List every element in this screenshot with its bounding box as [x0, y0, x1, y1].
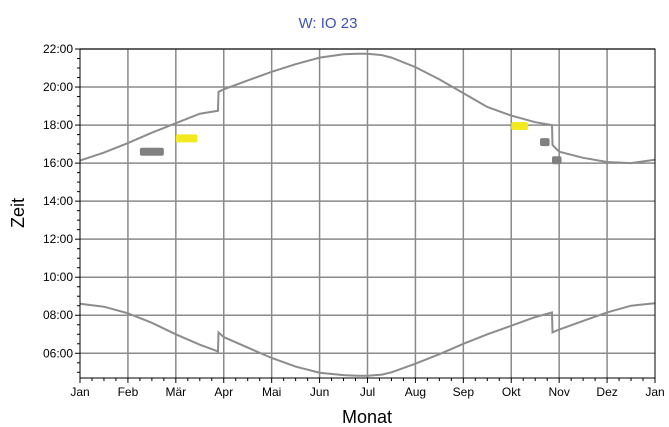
series-point-upper — [551, 124, 553, 126]
series-point-lower — [558, 328, 560, 331]
series-point-lower — [127, 312, 129, 314]
y-tick-label: 12:00 — [43, 232, 73, 246]
series-point-upper — [558, 151, 560, 153]
series-point-upper — [486, 106, 488, 108]
series-lines — [79, 52, 656, 377]
y-axis-label: Zeit — [8, 198, 28, 228]
y-tick-label: 14:00 — [43, 194, 73, 208]
series-point-upper — [582, 157, 584, 159]
x-tick-label: Okt — [502, 385, 521, 399]
y-tick-labels: 06:00 08:00 10:00 12:00 14:00 16:00 18:00 20:00… — [43, 42, 73, 360]
event-marker — [540, 138, 550, 147]
event-marker — [139, 147, 164, 156]
series-point-upper — [342, 53, 345, 55]
series-point-upper — [551, 144, 554, 146]
x-tick-label: Apr — [214, 385, 233, 399]
series-point-upper — [271, 71, 273, 73]
series-point-upper — [217, 91, 220, 93]
series-point-upper — [534, 121, 536, 123]
series-point-lower — [462, 343, 464, 345]
x-tick-label: Dez — [596, 385, 617, 399]
series-point-upper — [438, 78, 440, 81]
series-point-upper — [630, 162, 632, 164]
series-point-upper — [606, 161, 608, 163]
series-point-upper — [510, 114, 512, 117]
series-point-lower — [151, 322, 153, 324]
y-tick-label: 18:00 — [43, 118, 73, 132]
series-point-lower — [606, 311, 608, 313]
series-point-lower — [510, 325, 512, 327]
series-point-lower — [551, 331, 554, 333]
event-markers — [139, 122, 562, 165]
x-tick-label: Aug — [405, 385, 426, 399]
series-point-lower — [103, 306, 105, 308]
series-point-lower — [414, 363, 417, 365]
series-point-lower — [271, 357, 273, 359]
series-point-lower — [630, 305, 632, 307]
x-tick-labels: Jan Feb Mär Apr Mai Jun Jul Aug Sep Okt Nov Dez Jan — [70, 385, 664, 399]
series-point-lower — [438, 353, 440, 355]
series-point-lower — [390, 371, 393, 373]
series-point-upper — [151, 132, 153, 134]
series-point-lower — [217, 331, 220, 333]
series-point-upper — [366, 53, 369, 55]
y-tick-label: 20:00 — [43, 80, 73, 94]
grid-lines — [80, 48, 655, 378]
series-point-upper — [127, 142, 129, 144]
series-point-upper — [217, 110, 219, 112]
y-tick-label: 10:00 — [43, 270, 73, 284]
series-point-lower — [551, 311, 553, 313]
series-point-lower — [357, 375, 359, 377]
plot-frame — [79, 48, 656, 379]
y-tick-label: 06:00 — [43, 346, 73, 360]
chart-title: W: IO 23 — [299, 15, 358, 32]
x-tick-label: Jan — [645, 385, 664, 399]
event-marker — [551, 156, 562, 165]
series-point-upper — [390, 56, 393, 59]
event-marker — [175, 134, 198, 143]
series-point-upper — [295, 63, 297, 65]
x-tick-label: Nov — [548, 385, 569, 399]
y-tick-label: 22:00 — [43, 42, 73, 56]
x-tick-label: Feb — [118, 385, 139, 399]
series-point-lower — [381, 373, 383, 376]
event-marker — [511, 122, 529, 131]
series-point-lower — [247, 346, 249, 349]
x-axis-label: Monat — [342, 407, 392, 427]
x-tick-label: Jan — [70, 385, 89, 399]
x-tick-label: Jul — [360, 385, 375, 399]
series-point-upper — [103, 152, 105, 154]
series-point-lower — [223, 336, 225, 338]
series-point-upper — [223, 88, 225, 90]
series-point-lower — [199, 344, 201, 346]
series-point-upper — [318, 56, 321, 59]
x-tick-label: Jun — [310, 385, 329, 399]
minor-ticks — [75, 48, 656, 383]
y-tick-label: 08:00 — [43, 308, 73, 322]
series-point-lower — [295, 365, 297, 368]
series-point-upper — [381, 54, 383, 56]
x-tick-label: Sep — [453, 385, 475, 399]
series-point-upper — [247, 79, 249, 81]
series-point-lower — [342, 374, 345, 376]
series-point-upper — [175, 122, 177, 124]
y-tick-label: 16:00 — [43, 156, 73, 170]
x-tick-label: Mai — [262, 385, 281, 399]
series-point-upper — [357, 53, 359, 55]
x-tick-label: Mär — [165, 385, 186, 399]
series-point-lower — [175, 333, 177, 335]
series-point-upper — [414, 66, 417, 68]
series-point-lower — [486, 333, 488, 335]
series-point-lower — [534, 316, 536, 318]
series-point-lower — [217, 350, 219, 352]
series-point-upper — [199, 113, 201, 115]
series-point-upper — [462, 92, 464, 94]
series-point-lower — [366, 375, 369, 377]
series-point-lower — [582, 320, 584, 322]
series-point-lower — [318, 372, 321, 374]
